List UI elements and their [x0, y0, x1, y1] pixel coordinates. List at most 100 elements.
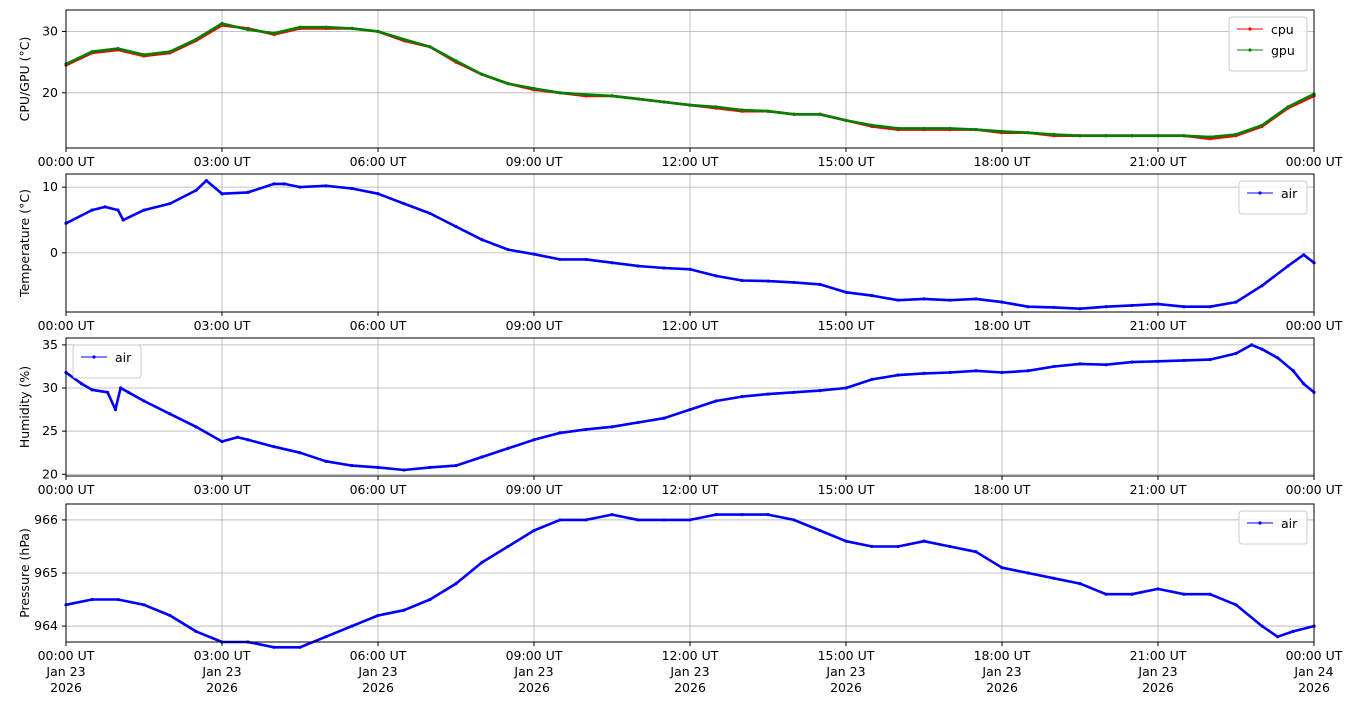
x-tick-label: 21:00 UT	[1130, 318, 1187, 333]
data-point	[1156, 302, 1160, 306]
data-point	[1078, 362, 1082, 366]
data-point	[1052, 132, 1056, 137]
panel-1: 20 30 00:00 UT 03:00 UT 06:00 UT 09:00 UT 12:0…	[17, 9, 1343, 169]
x-tick-year-label: 2026	[1298, 680, 1330, 695]
x-tick-year-label: 2026	[206, 680, 238, 695]
data-point	[584, 427, 588, 432]
data-point	[1286, 105, 1290, 109]
y-axis-label: CPU/GPU (°C)	[17, 37, 32, 122]
data-point	[1182, 592, 1186, 596]
data-point	[662, 416, 666, 420]
data-point	[558, 431, 562, 435]
x-tick-label: 09:00 UT	[506, 318, 563, 333]
data-point	[1130, 360, 1134, 364]
data-point	[402, 201, 406, 206]
data-point	[974, 550, 978, 554]
data-point	[298, 645, 302, 649]
data-point	[896, 126, 900, 130]
legend-box	[72, 344, 142, 379]
data-point	[168, 412, 172, 416]
y-tick-label: 964	[34, 618, 58, 633]
series-line-air	[65, 179, 1315, 311]
data-point	[1000, 566, 1004, 570]
data-point	[1208, 592, 1212, 596]
legend-box	[1238, 180, 1308, 215]
data-point	[792, 280, 796, 285]
x-tick-date-label: Jan 23	[981, 664, 1021, 679]
data-point	[1078, 134, 1082, 138]
data-point	[194, 629, 198, 633]
data-point	[974, 369, 978, 373]
data-point	[714, 105, 718, 109]
data-point	[1156, 134, 1160, 138]
data-point	[272, 182, 276, 186]
data-point	[113, 407, 117, 412]
legend-label-cpu: cpu	[1271, 22, 1294, 37]
data-point	[506, 247, 510, 252]
data-point	[610, 261, 614, 265]
data-point	[116, 208, 120, 212]
data-point	[80, 382, 84, 386]
data-point	[1276, 635, 1280, 639]
data-point	[116, 597, 120, 602]
x-tick-label: 00:00 UT	[38, 154, 95, 169]
data-point	[662, 518, 666, 522]
x-tick-label: 03:00 UT	[194, 482, 251, 497]
x-tick-label: 00:00 UT	[1286, 154, 1343, 169]
legend-label-air: air	[1281, 516, 1298, 531]
data-point	[204, 178, 208, 183]
data-point	[126, 390, 130, 394]
data-point	[1026, 571, 1030, 575]
legend-label-gpu: gpu	[1271, 43, 1295, 58]
data-point	[1000, 129, 1004, 134]
legend-swatch-marker	[92, 355, 96, 359]
data-point	[454, 582, 458, 586]
y-axis-label: Pressure (hPa)	[17, 528, 32, 618]
data-point	[1078, 307, 1082, 311]
legend-swatch-marker	[1258, 191, 1262, 195]
data-point	[454, 224, 458, 229]
data-point	[558, 257, 562, 262]
data-point	[818, 528, 822, 533]
data-point	[402, 608, 406, 612]
x-tick-year-label: 2026	[830, 680, 862, 695]
x-tick-label: 18:00 UT	[974, 154, 1031, 169]
data-point	[324, 184, 328, 188]
data-point	[272, 445, 276, 449]
data-point	[1052, 364, 1056, 369]
data-point	[870, 293, 874, 298]
x-tick-date-label: Jan 23	[357, 664, 397, 679]
data-point	[106, 390, 110, 394]
data-point	[636, 518, 640, 522]
x-tick-label: 15:00 UT	[818, 482, 875, 497]
data-point	[506, 82, 510, 86]
x-tick-year-label: 2026	[674, 680, 706, 695]
data-point	[1234, 300, 1238, 304]
x-tick-label: 15:00 UT	[818, 648, 875, 663]
x-tick-label: 00:00 UT	[38, 318, 95, 333]
data-point	[1182, 358, 1186, 363]
data-point	[454, 59, 458, 63]
x-tick-year-label: 2026	[986, 680, 1018, 695]
x-tick-label: 00:00 UT	[1286, 318, 1343, 333]
x-tick-label: 18:00 UT	[974, 318, 1031, 333]
data-point	[1130, 134, 1134, 138]
data-point	[90, 597, 94, 602]
x-tick-label: 12:00 UT	[662, 482, 719, 497]
data-point	[272, 31, 276, 35]
data-point	[1130, 592, 1134, 596]
data-point	[818, 389, 822, 393]
data-point	[1000, 300, 1004, 304]
y-tick-label: 30	[42, 23, 58, 38]
data-point	[740, 513, 744, 517]
data-point	[740, 395, 744, 399]
x-tick-date-label: Jan 23	[201, 664, 241, 679]
data-point	[844, 118, 848, 122]
x-tick-label: 21:00 UT	[1130, 154, 1187, 169]
data-point	[428, 597, 432, 602]
y-tick-label: 20	[42, 466, 58, 481]
legend-box	[1238, 510, 1308, 545]
data-point	[142, 603, 146, 607]
data-point	[688, 267, 692, 271]
data-point	[402, 37, 406, 42]
